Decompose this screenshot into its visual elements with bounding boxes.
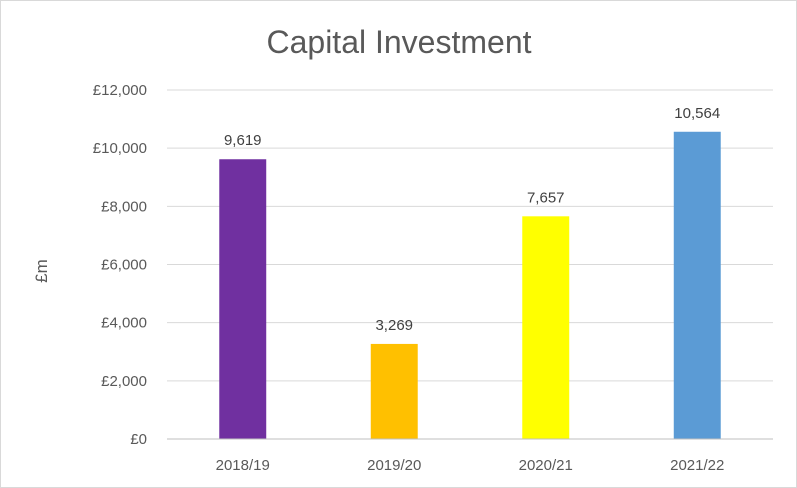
bars [219, 131, 721, 439]
bar [673, 131, 721, 439]
y-tick-label: £4,000 [101, 315, 147, 332]
y-tick-label: £10,000 [93, 140, 147, 157]
y-tick-label: £0 [130, 431, 147, 448]
y-tick-label: £8,000 [101, 198, 147, 215]
data-label: 7,657 [527, 189, 565, 206]
chart-title: Capital Investment [266, 24, 531, 60]
x-tick-label: 2020/21 [519, 457, 573, 474]
y-tick-label: £2,000 [101, 373, 147, 390]
data-label: 9,619 [224, 132, 262, 149]
data-label: 3,269 [375, 317, 413, 334]
y-tick-label: £12,000 [93, 82, 147, 99]
y-tick-label: £6,000 [101, 257, 147, 274]
y-axis-title: £m [32, 259, 51, 283]
x-tick-label: 2018/19 [216, 457, 270, 474]
x-axis-tick-labels: 2018/19 2019/20 2020/21 2021/22 [216, 457, 725, 474]
data-labels: 9,619 3,269 7,657 10,564 [224, 105, 720, 334]
bar [522, 216, 570, 439]
gridlines [167, 89, 773, 382]
x-tick-label: 2021/22 [670, 457, 724, 474]
x-tick-label: 2019/20 [367, 457, 421, 474]
data-label: 10,564 [674, 105, 720, 122]
bar [370, 343, 418, 439]
y-axis-tick-labels: £0 £2,000 £4,000 £6,000 £8,000 £10,000 £12,000 [93, 82, 147, 448]
bar [219, 159, 267, 439]
